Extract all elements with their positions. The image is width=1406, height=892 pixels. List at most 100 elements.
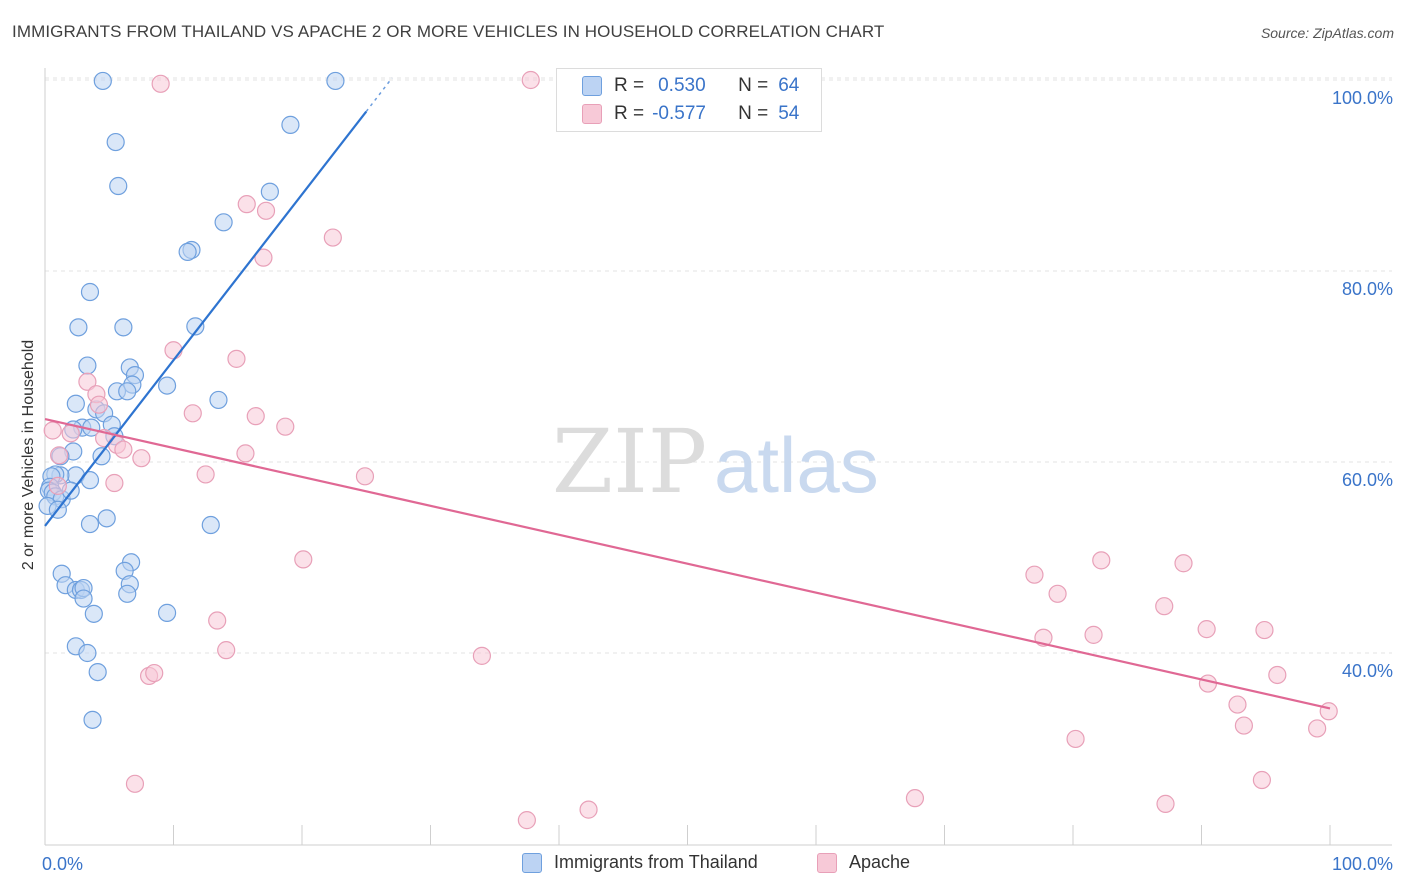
apache-point [1319,702,1338,721]
thailand-point [88,662,107,682]
watermark-atlas: atlas [714,421,879,509]
apache-point [256,201,276,220]
apache-point [517,811,536,830]
n-label: N = [738,75,769,96]
apache-point [1234,716,1254,735]
apache-point [254,248,273,267]
trend-line-thailand-dashed [365,77,393,112]
series-thailand-points [38,71,345,729]
apache-point [905,789,925,808]
r-label: R = [614,103,645,124]
y-tick-label: 60.0% [1342,470,1393,490]
apache-point [1252,770,1271,790]
thailand-point [186,317,205,336]
thailand-point [66,394,85,413]
legend-swatch-apache [817,852,837,873]
watermark-zip: ZIP [552,410,707,513]
apache-point [217,641,236,660]
trend-lines [44,77,1331,710]
axes [44,68,1392,846]
apache-point [1198,674,1218,693]
legend-row-apache: R = -0.577 N = 54 [582,101,799,127]
thailand-point [281,115,300,134]
apache-point [1092,551,1111,570]
legend-swatch-thailand [522,852,542,873]
thailand-point [209,390,228,410]
x-tick-label-end: 100.0% [1332,854,1393,874]
apache-point [196,465,215,484]
apache-point [61,424,80,443]
apache-point [1308,719,1327,738]
apache-point [236,444,255,463]
thailand-point [326,71,345,91]
trend-line-thailand [44,110,368,527]
legend-swatch-thailand [582,76,602,96]
apache-point [1048,584,1067,603]
thailand-point [114,318,133,337]
apache-point [237,195,256,214]
r-value-apache: -0.577 [652,103,706,124]
apache-point [1155,597,1174,616]
series-apache-points [43,70,1338,830]
apache-point [1197,620,1216,639]
thailand-point [109,176,128,196]
apache-point [1066,729,1085,749]
thailand-point [118,382,137,401]
thailand-point [97,509,116,528]
apache-point [472,646,491,665]
apache-point [145,663,164,683]
apache-point [43,421,62,440]
thailand-point [92,447,111,466]
legend-item-apache[interactable]: Apache [817,852,910,873]
thailand-point [118,584,137,603]
y-tick-label: 80.0% [1342,279,1393,299]
apache-point [208,611,227,630]
watermark: ZIP atlas [552,410,879,513]
apache-point [355,467,375,486]
apache-point [132,449,151,468]
apache-point [579,800,598,819]
thailand-point [178,242,197,261]
thailand-point [78,643,97,663]
thailand-point [260,182,279,201]
r-label: R = [614,75,645,96]
series-legend: Immigrants from Thailand Apache [0,852,1406,878]
thailand-point [84,604,103,623]
chart-title: IMMIGRANTS FROM THAILAND VS APACHE 2 OR … [12,22,885,41]
apache-point [1228,695,1247,714]
apache-point [183,404,202,423]
n-label: N = [738,103,769,124]
n-value-thailand: 64 [778,75,800,96]
thailand-point [157,603,177,622]
thailand-point [69,318,88,337]
apache-point [1156,794,1175,813]
thailand-point [93,71,112,91]
thailand-point [83,710,102,729]
thailand-point [214,213,233,232]
thailand-point [74,589,93,608]
x-tick-label-start: 0.0% [42,854,83,874]
apache-point [89,395,109,414]
thailand-point [157,376,177,395]
thailand-point [80,282,100,302]
tick-labels: 40.0% 60.0% 80.0% 100.0% 0.0% 100.0% [42,88,1393,874]
apache-point [48,476,67,495]
apache-point [114,440,133,459]
thailand-point [201,515,220,535]
legend-label-thailand: Immigrants from Thailand [554,852,758,872]
apache-point [1025,565,1044,584]
n-value-apache: 54 [778,103,800,124]
legend-item-thailand[interactable]: Immigrants from Thailand [522,852,758,873]
apache-point [1084,625,1103,644]
apache-point [125,774,145,793]
apache-point [323,228,342,247]
y-tick-label: 40.0% [1342,661,1393,681]
source-credit: Source: ZipAtlas.com [1260,25,1394,41]
apache-point [521,70,540,90]
legend-row-thailand: R = 0.530 N = 64 [582,73,799,99]
legend-swatch-apache [582,104,602,124]
trend-line-apache [44,417,1331,710]
apache-point [246,407,265,426]
legend-label-apache: Apache [849,852,911,872]
